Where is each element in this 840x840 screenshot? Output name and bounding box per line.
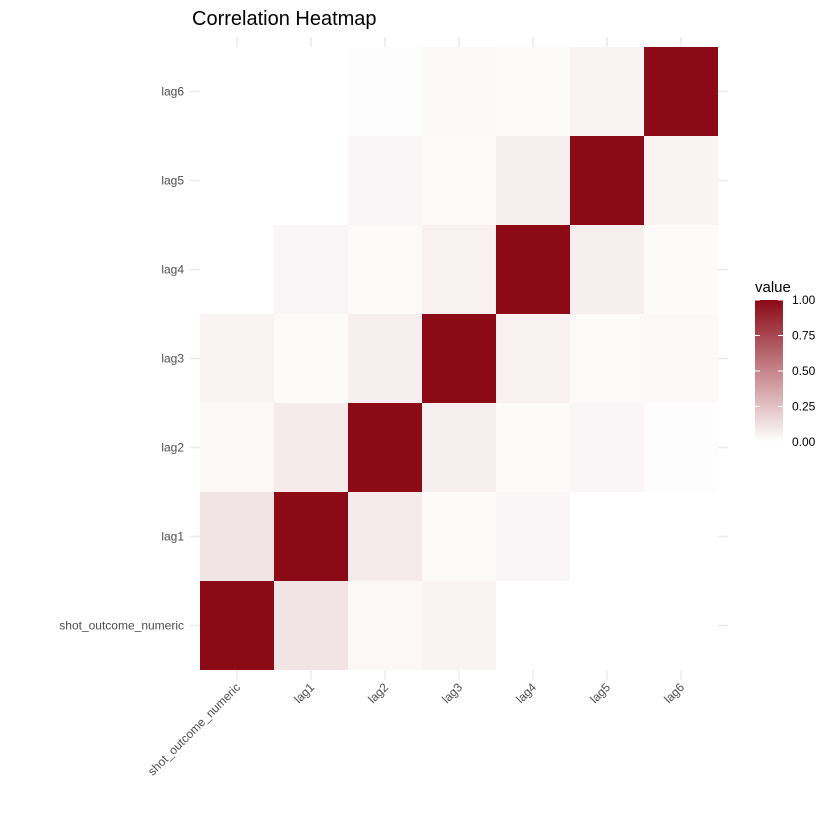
heatmap-cell-lag1-lag4 bbox=[274, 225, 348, 314]
heatmap-cell-lag6-lag1 bbox=[644, 492, 718, 581]
legend: value 1.00 0.75 0.50 0.25 0.00 bbox=[755, 279, 816, 449]
x-axis-labels: shot_outcome_numeric lag1 lag2 lag3 lag4 lag5… bbox=[145, 680, 687, 778]
heatmap-cell-lag4-lag5 bbox=[496, 136, 570, 225]
heatmap-cell-shot_outcome_numeric-lag3 bbox=[200, 314, 274, 403]
y-tick-label: lag3 bbox=[161, 352, 184, 366]
heatmap-cell-lag5-lag3 bbox=[570, 314, 644, 403]
legend-tick-label: 0.25 bbox=[792, 400, 816, 414]
y-tick-label: lag2 bbox=[161, 441, 184, 455]
heatmap-cell-lag6-lag2 bbox=[644, 403, 718, 492]
legend-tick-label: 0.00 bbox=[792, 435, 816, 449]
chart-title: Correlation Heatmap bbox=[192, 8, 377, 30]
heatmap-cell-lag5-lag2 bbox=[570, 403, 644, 492]
heatmap-cell-lag3-lag2 bbox=[422, 403, 496, 492]
x-tick-label: lag1 bbox=[291, 680, 317, 706]
x-tick-label: lag3 bbox=[439, 680, 465, 706]
heatmap-cell-lag5-lag6 bbox=[570, 47, 644, 136]
heatmap-cell-lag1-lag5 bbox=[274, 136, 348, 225]
heatmap-cell-lag6-lag3 bbox=[644, 314, 718, 403]
y-tick-label: lag6 bbox=[161, 85, 184, 99]
legend-tick-label: 0.75 bbox=[792, 329, 816, 343]
heatmap-cell-lag1-shot_outcome_numeric bbox=[274, 581, 348, 670]
heatmap-cell-shot_outcome_numeric-shot_outcome_numeric bbox=[200, 581, 274, 670]
legend-tick-label: 0.50 bbox=[792, 364, 816, 378]
heatmap-cell-lag4-lag3 bbox=[496, 314, 570, 403]
y-tick-label: lag5 bbox=[161, 174, 184, 188]
y-tick-label: lag1 bbox=[161, 530, 184, 544]
heatmap-cell-shot_outcome_numeric-lag4 bbox=[200, 225, 274, 314]
heatmap-cell-lag6-lag5 bbox=[644, 136, 718, 225]
y-tick-label: shot_outcome_numeric bbox=[59, 619, 184, 633]
heatmap-cell-lag4-shot_outcome_numeric bbox=[496, 581, 570, 670]
heatmap-cell-lag3-lag6 bbox=[422, 47, 496, 136]
heatmap-cell-lag3-lag3 bbox=[422, 314, 496, 403]
heatmap-cell-lag2-lag3 bbox=[348, 314, 422, 403]
heatmap-cell-lag5-lag1 bbox=[570, 492, 644, 581]
heatmap-cell-lag6-lag6 bbox=[644, 47, 718, 136]
x-tick-label: lag5 bbox=[587, 680, 613, 706]
heatmap-cell-lag4-lag2 bbox=[496, 403, 570, 492]
heatmap-cell-shot_outcome_numeric-lag1 bbox=[200, 492, 274, 581]
heatmap-cell-shot_outcome_numeric-lag5 bbox=[200, 136, 274, 225]
heatmap-cell-shot_outcome_numeric-lag2 bbox=[200, 403, 274, 492]
heatmap-cell-lag5-shot_outcome_numeric bbox=[570, 581, 644, 670]
heatmap-cell-lag1-lag1 bbox=[274, 492, 348, 581]
heatmap-cell-lag4-lag1 bbox=[496, 492, 570, 581]
x-tick-label: lag6 bbox=[661, 680, 687, 706]
heatmap-cell-lag3-lag5 bbox=[422, 136, 496, 225]
heatmap-cell-lag2-lag4 bbox=[348, 225, 422, 314]
heatmap-cell-lag4-lag4 bbox=[496, 225, 570, 314]
heatmap-cell-lag5-lag5 bbox=[570, 136, 644, 225]
heatmap-cell-lag1-lag2 bbox=[274, 403, 348, 492]
x-tick-label: lag4 bbox=[513, 680, 539, 706]
legend-title: value bbox=[755, 279, 791, 296]
heatmap-cell-lag4-lag6 bbox=[496, 47, 570, 136]
heatmap-cell-lag1-lag3 bbox=[274, 314, 348, 403]
heatmap-cell-lag3-lag1 bbox=[422, 492, 496, 581]
heatmap-cell-lag2-lag1 bbox=[348, 492, 422, 581]
legend-tick-label: 1.00 bbox=[792, 293, 816, 307]
x-tick-label: shot_outcome_numeric bbox=[145, 680, 243, 778]
heatmap-cell-shot_outcome_numeric-lag6 bbox=[200, 47, 274, 136]
x-tick-label: lag2 bbox=[365, 680, 391, 706]
heatmap-cell-lag3-lag4 bbox=[422, 225, 496, 314]
heatmap-cell-lag2-shot_outcome_numeric bbox=[348, 581, 422, 670]
heatmap-cell-lag2-lag5 bbox=[348, 136, 422, 225]
heatmap-cell-lag3-shot_outcome_numeric bbox=[422, 581, 496, 670]
heatmap-cells bbox=[200, 47, 718, 670]
heatmap-cell-lag2-lag6 bbox=[348, 47, 422, 136]
heatmap-cell-lag6-shot_outcome_numeric bbox=[644, 581, 718, 670]
heatmap-cell-lag2-lag2 bbox=[348, 403, 422, 492]
y-axis-labels: shot_outcome_numeric lag1 lag2 lag3 lag4 lag5… bbox=[59, 85, 184, 633]
heatmap-cell-lag6-lag4 bbox=[644, 225, 718, 314]
heatmap-cell-lag5-lag4 bbox=[570, 225, 644, 314]
heatmap-cell-lag1-lag6 bbox=[274, 47, 348, 136]
y-tick-label: lag4 bbox=[161, 263, 184, 277]
